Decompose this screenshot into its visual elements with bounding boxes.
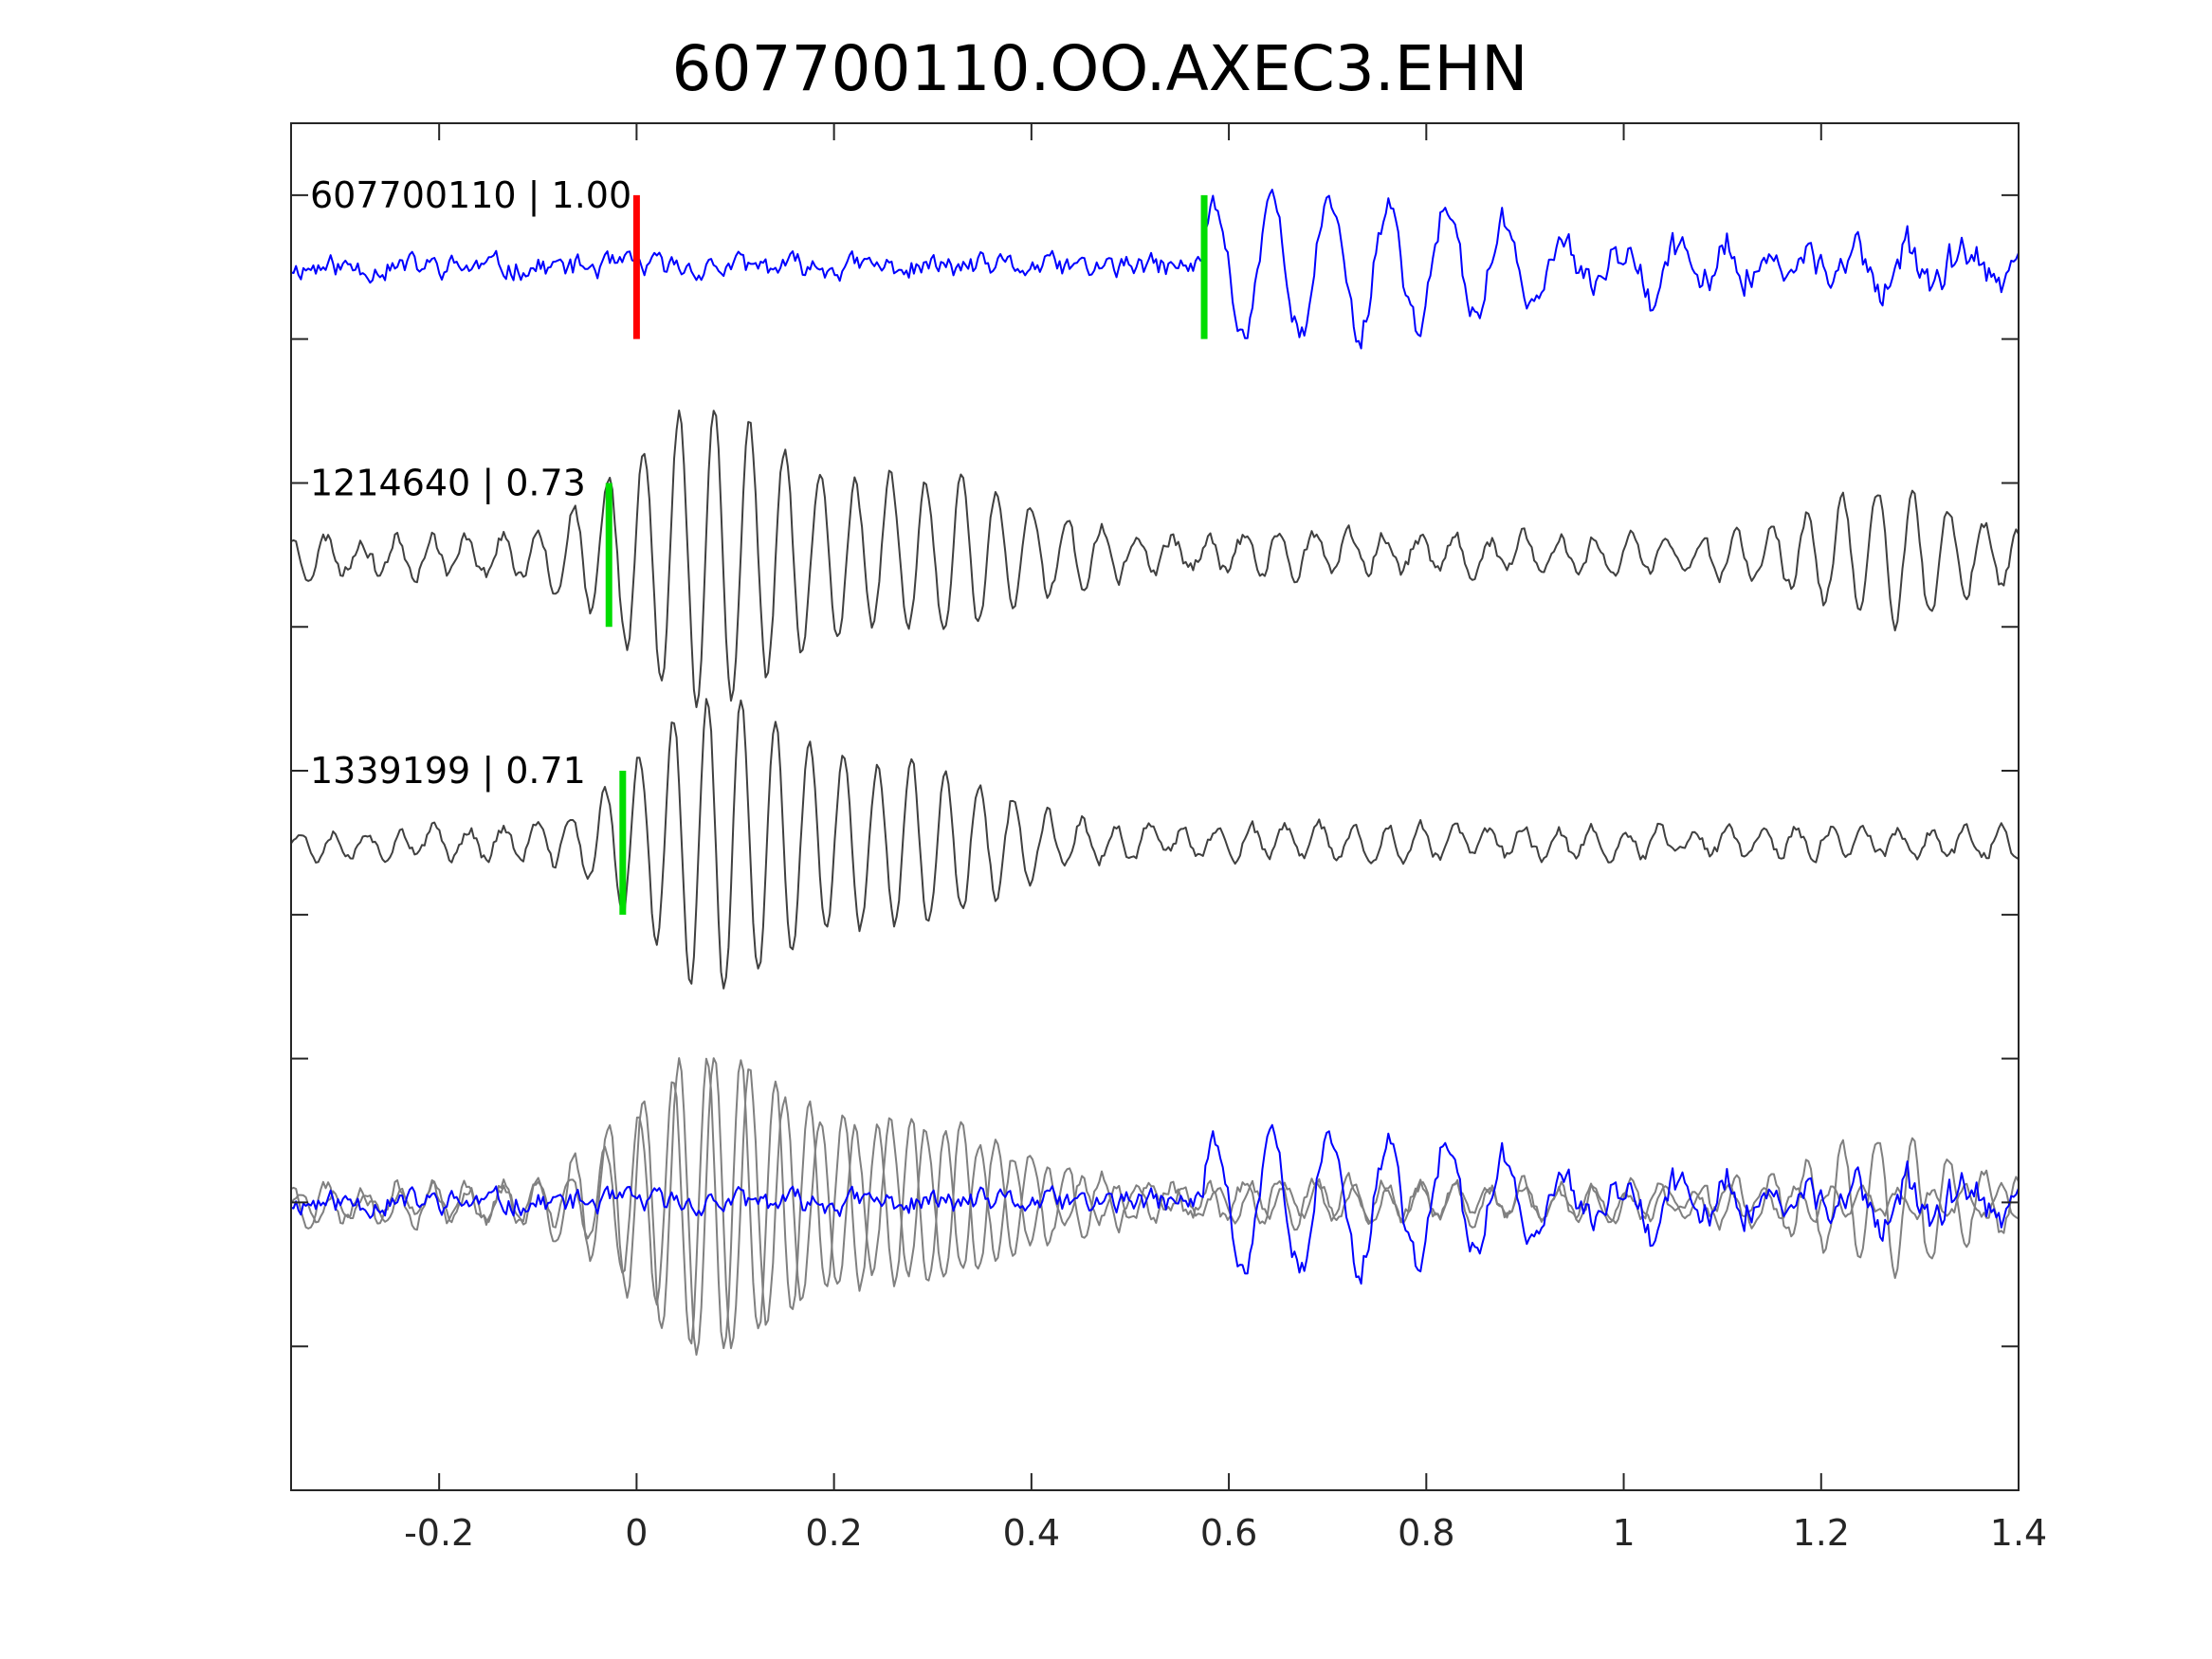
trace-line-0 [290,189,2020,350]
trace-labels-layer: 607700110 | 1.00 1214640 | 0.73 1339199 | … [310,174,631,793]
chart-title: 607700110.OO.AXEC3.EHN [672,32,1528,105]
axes-box [290,122,2020,1491]
x-tick-label-5: 0.8 [1398,1512,1454,1554]
picks-layer [605,194,1208,915]
overlay-blue-line [290,1123,2020,1285]
x-tick-label-1: 0 [625,1512,648,1554]
trace-label-0: 607700110 | 1.00 [310,174,631,217]
axis-ticks [291,123,2020,1490]
x-tick-label-2: 0.2 [805,1512,862,1554]
overlay-gray-line-2 [290,1057,2020,1350]
trace-line-1 [290,410,2020,708]
x-tick-label-0: -0.2 [404,1512,474,1554]
x-tick-label-4: 0.6 [1200,1512,1257,1554]
plot-area: 607700110 | 1.00 1214640 | 0.73 1339199 | … [290,174,2020,1357]
x-tick-label-8: 1.4 [1990,1512,2047,1554]
x-tick-label-7: 1.2 [1793,1512,1850,1554]
overlay-gray-line-1 [290,1057,2020,1357]
x-tick-label-3: 0.4 [1003,1512,1060,1554]
x-tick-label-6: 1 [1612,1512,1635,1554]
trace-label-2: 1339199 | 0.71 [310,750,586,793]
traces-layer [290,189,2020,1357]
trace-label-1: 1214640 | 0.73 [310,462,586,504]
trace-line-2 [290,698,2020,990]
x-axis-tick-labels: -0.2 0 0.2 0.4 0.6 0.8 1 1.2 1.4 [404,1512,2047,1554]
